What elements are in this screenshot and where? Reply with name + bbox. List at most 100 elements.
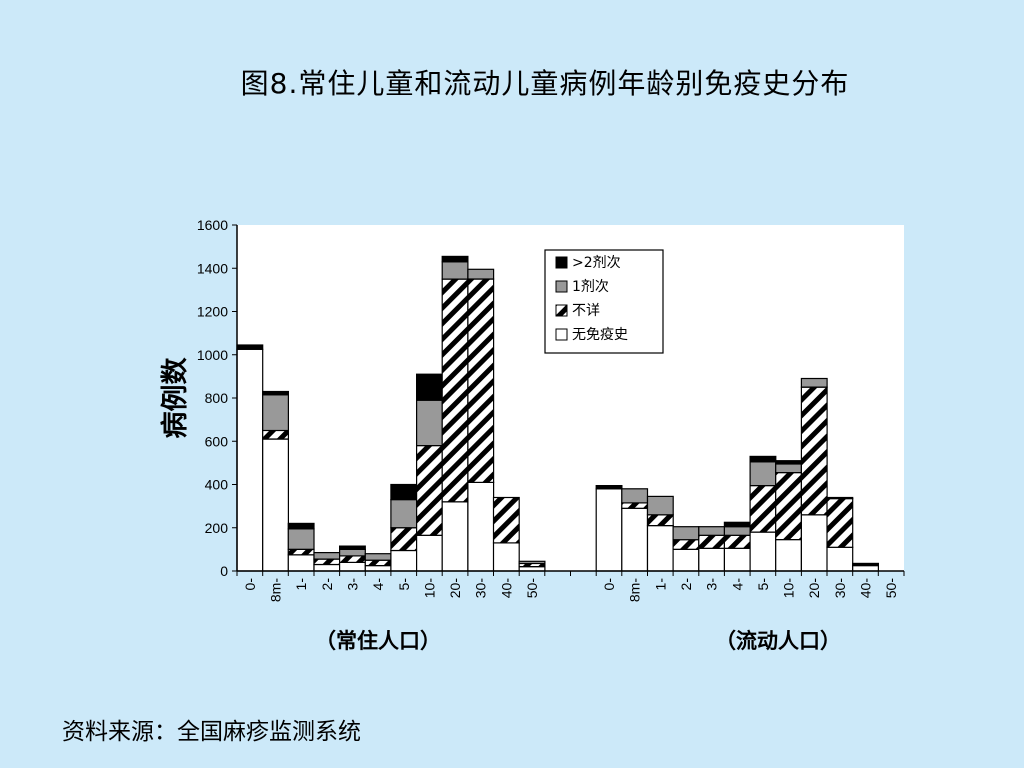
x-tick-label: 5- [396, 578, 412, 591]
bar-segment-无免疫史 [698, 547, 726, 572]
bar-segment-不详 [826, 498, 854, 548]
bar-segment-无免疫史 [441, 501, 469, 572]
bar-segment-无免疫史 [313, 563, 341, 572]
bar-segment->2剂次 [390, 483, 418, 501]
bar-segment-不详 [621, 502, 649, 509]
x-tick-label: 20- [447, 578, 463, 599]
x-tick-label: 30- [832, 578, 848, 599]
bar-segment-不详 [749, 485, 777, 533]
bar-segment-不详 [287, 548, 315, 556]
bar-segment->2剂次 [852, 562, 880, 567]
source-note: 资料来源：全国麻疹监测系统 [62, 719, 361, 745]
bar-segment->2剂次 [749, 455, 777, 463]
bar-segment-1剂次 [800, 377, 828, 388]
bar-segment-不详 [723, 534, 751, 549]
bar-segment-无免疫史 [595, 488, 623, 572]
slide-title: 图8.常住儿童和流动儿童病例年龄别免疫史分布 [240, 67, 850, 100]
bar-segment-1剂次 [416, 399, 443, 447]
bar-segment-不详 [262, 429, 290, 440]
y-tick-label: 1000 [197, 347, 228, 363]
x-tick-label: 3- [704, 578, 720, 591]
x-tick-label: 8m- [627, 578, 643, 602]
bar-segment-1剂次 [339, 548, 366, 557]
bar-segment-1剂次 [672, 526, 700, 541]
bar-segment->2剂次 [441, 255, 469, 263]
x-tick-label: 40- [858, 578, 874, 599]
bar-segment-1剂次 [313, 551, 341, 560]
bar-segment->2剂次 [775, 460, 803, 465]
group-label-resident: （常住人口） [315, 628, 441, 653]
bar-segment-无免疫史 [646, 524, 674, 572]
bar-segment-无免疫史 [236, 348, 264, 572]
legend-label: 无免疫史 [572, 327, 628, 343]
bar-segment-不详 [672, 538, 700, 550]
x-tick-label: 50- [883, 578, 899, 599]
bar-segment-无免疫史 [749, 531, 777, 572]
bar-segment-无免疫史 [416, 534, 443, 572]
x-tick-label: 2- [319, 578, 335, 591]
bar-segment-1剂次 [262, 394, 290, 432]
bar-segment-无免疫史 [390, 549, 418, 572]
bar-segment->2剂次 [595, 485, 623, 490]
bar-segment-1剂次 [621, 488, 649, 504]
y-tick-label: 800 [205, 390, 229, 406]
bar-segment-1剂次 [749, 461, 777, 487]
x-tick-label: 0- [601, 578, 617, 591]
bar-segment-1剂次 [646, 495, 674, 516]
bar-segment-无免疫史 [852, 564, 880, 572]
bar-segment-无免疫史 [672, 548, 700, 572]
x-tick-label: 0- [242, 578, 258, 591]
x-tick-label: 4- [729, 578, 745, 591]
x-tick-label: 10- [421, 578, 437, 599]
bar-segment-不详 [467, 278, 495, 484]
legend-swatch [555, 304, 568, 317]
bar-segment-1剂次 [441, 261, 469, 280]
x-tick-label: 4- [370, 578, 386, 591]
bar-segment-1剂次 [723, 526, 751, 536]
bar-segment-不详 [698, 534, 726, 549]
bar-segment-无免疫史 [492, 542, 520, 572]
x-tick-label: 2- [678, 578, 694, 591]
x-tick-label: 1- [293, 578, 309, 591]
bar-segment-无免疫史 [723, 547, 751, 572]
bar-segment-无免疫史 [826, 546, 854, 572]
x-tick-label: 50- [524, 578, 540, 599]
bar-segment-不详 [492, 496, 520, 544]
bar-segment-无免疫史 [339, 561, 366, 572]
y-tick-label: 0 [220, 563, 228, 579]
bar-segment->2剂次 [262, 390, 290, 396]
bar-segment-无免疫史 [262, 438, 290, 572]
bar-segment->2剂次 [236, 344, 264, 350]
bar-segment-1剂次 [775, 463, 803, 474]
group-label-migrant: （流动人口） [715, 628, 841, 653]
bar-segment-1剂次 [287, 528, 315, 550]
bar-segment-1剂次 [698, 526, 726, 536]
bar-segment-不详 [646, 514, 674, 527]
x-tick-label: 3- [344, 578, 360, 591]
bar-segment-不详 [339, 555, 366, 564]
bar-segment-无免疫史 [800, 514, 828, 572]
bar-segment-无免疫史 [364, 564, 392, 572]
x-tick-label: 8m- [268, 578, 284, 602]
legend-label: 1剂次 [572, 279, 609, 295]
bar-segment->2剂次 [339, 545, 366, 550]
y-tick-label: 1600 [197, 217, 228, 233]
bar-segment-1剂次 [390, 499, 418, 529]
x-tick-label: 10- [781, 578, 797, 599]
legend-swatch [555, 256, 568, 269]
bar-segment-无免疫史 [287, 554, 315, 572]
y-tick-label: 1200 [197, 304, 228, 320]
bar-segment-1剂次 [364, 553, 392, 561]
bar-segment->2剂次 [287, 522, 315, 530]
bar-segment-不详 [416, 445, 443, 536]
bar-segment-1剂次 [467, 268, 495, 280]
bar-segment->2剂次 [826, 496, 854, 500]
bar-segment->2剂次 [416, 373, 443, 401]
bar-segment-不详 [775, 472, 803, 541]
bar-segment-无免疫史 [467, 481, 495, 572]
legend-label: >2剂次 [572, 255, 621, 271]
bar-segment-1剂次 [518, 560, 546, 565]
x-tick-label: 20- [806, 578, 822, 599]
legend-swatch [555, 328, 568, 341]
